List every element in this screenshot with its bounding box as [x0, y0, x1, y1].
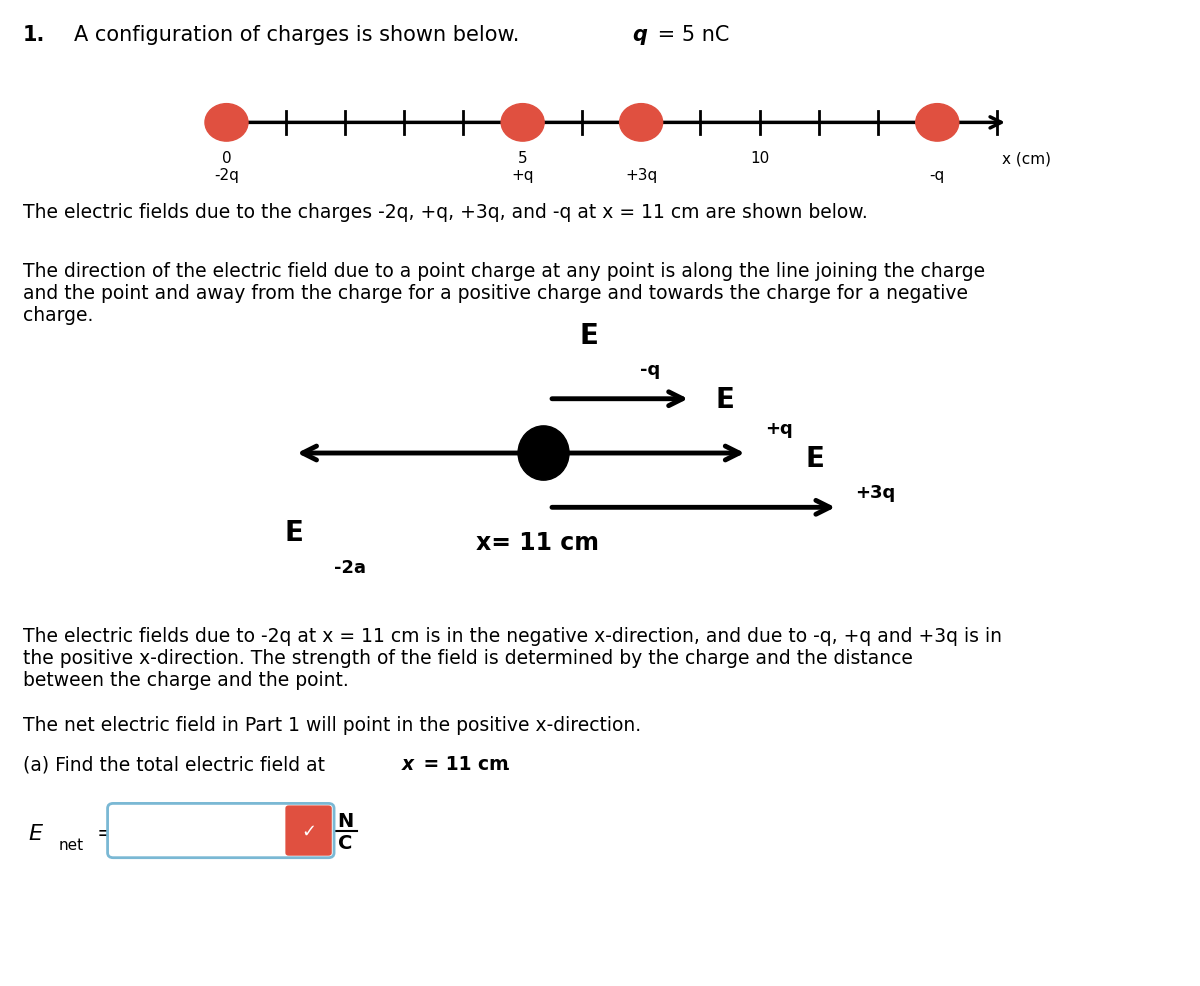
Ellipse shape	[205, 105, 248, 142]
Text: net: net	[59, 837, 84, 853]
Text: C: C	[338, 833, 353, 853]
Ellipse shape	[916, 105, 959, 142]
Text: .: .	[505, 754, 511, 774]
Ellipse shape	[518, 426, 569, 480]
Text: The net electric field in Part 1 will point in the positive x-direction.: The net electric field in Part 1 will po…	[23, 715, 641, 735]
Text: 10: 10	[750, 151, 769, 166]
Text: N: N	[337, 810, 354, 830]
Ellipse shape	[502, 105, 544, 142]
Text: E: E	[29, 823, 42, 843]
Text: -2q: -2q	[214, 168, 239, 182]
Text: =: =	[96, 823, 115, 843]
Text: E: E	[806, 445, 824, 472]
Text: E: E	[580, 321, 599, 349]
Text: 0: 0	[222, 151, 232, 166]
Text: q: q	[632, 25, 647, 44]
Text: E: E	[715, 386, 734, 413]
Ellipse shape	[619, 105, 662, 142]
Text: The electric fields due to -2q at x = 11 cm is in the negative x-direction, and : The electric fields due to -2q at x = 11…	[23, 626, 1002, 689]
Text: +q: +q	[766, 420, 793, 438]
Text: x: x	[402, 754, 414, 774]
Text: The direction of the electric field due to a point charge at any point is along : The direction of the electric field due …	[23, 261, 985, 324]
Text: = 5 nC: = 5 nC	[652, 25, 730, 44]
Text: -2a: -2a	[334, 558, 366, 576]
Text: E: E	[284, 519, 304, 546]
Text: (a) Find the total electric field at: (a) Find the total electric field at	[23, 754, 331, 774]
Text: x (cm): x (cm)	[1002, 151, 1051, 166]
Text: The electric fields due to the charges -2q, +q, +3q, and -q at x = 11 cm are sho: The electric fields due to the charges -…	[23, 202, 868, 222]
Text: x= 11 cm: x= 11 cm	[475, 530, 599, 554]
Text: +3q: +3q	[854, 484, 895, 502]
FancyBboxPatch shape	[286, 806, 331, 856]
Text: +3q: +3q	[625, 168, 658, 182]
Text: A configuration of charges is shown below.: A configuration of charges is shown belo…	[73, 25, 533, 44]
Text: ✓: ✓	[301, 821, 316, 840]
Text: +q: +q	[511, 168, 534, 182]
Text: 1.: 1.	[23, 25, 46, 44]
Text: = 11 cm: = 11 cm	[416, 754, 509, 774]
Text: -q: -q	[640, 361, 660, 379]
FancyBboxPatch shape	[108, 804, 334, 858]
Text: -q: -q	[930, 168, 944, 182]
Text: 5: 5	[518, 151, 528, 166]
